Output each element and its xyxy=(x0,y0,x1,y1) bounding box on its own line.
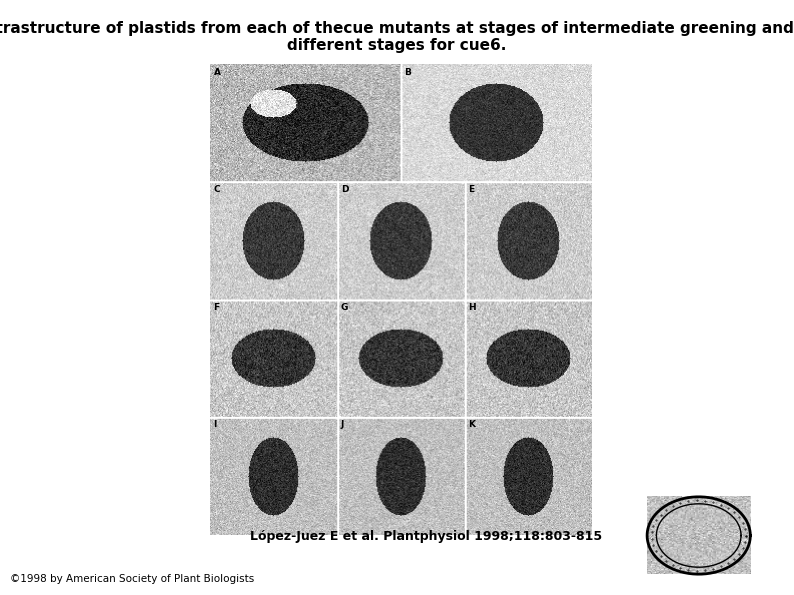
Text: E: E xyxy=(468,185,474,195)
Text: B: B xyxy=(404,68,411,77)
Text: K: K xyxy=(468,420,475,430)
Text: D: D xyxy=(341,185,348,195)
Text: López-Juez E et al. Plantphysiol 1998;118:803-815: López-Juez E et al. Plantphysiol 1998;11… xyxy=(250,530,602,543)
Text: I: I xyxy=(214,420,217,430)
Text: J: J xyxy=(341,420,344,430)
Text: G: G xyxy=(341,303,348,312)
Text: H: H xyxy=(468,303,476,312)
Text: C: C xyxy=(214,185,220,195)
Text: ©1998 by American Society of Plant Biologists: ©1998 by American Society of Plant Biolo… xyxy=(10,574,254,584)
Text: Ultrastructure of plastids from each of thecue mutants at stages of intermediate: Ultrastructure of plastids from each of … xyxy=(0,21,794,53)
Text: A: A xyxy=(214,68,221,77)
Text: F: F xyxy=(214,303,220,312)
